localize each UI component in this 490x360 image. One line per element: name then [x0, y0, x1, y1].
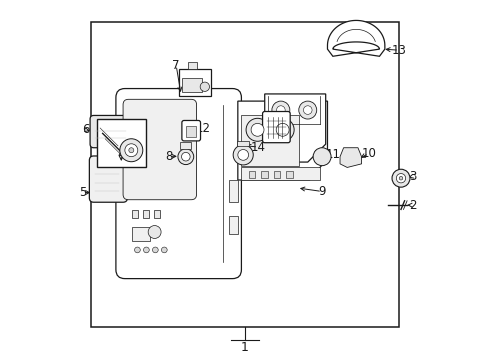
Circle shape [299, 101, 317, 119]
Bar [248, 171, 255, 178]
Text: 13: 13 [392, 44, 407, 57]
Circle shape [271, 118, 294, 141]
Bar [242, 167, 320, 180]
Circle shape [135, 247, 140, 253]
Bar [182, 78, 202, 92]
Circle shape [120, 139, 143, 162]
Circle shape [144, 247, 149, 253]
FancyBboxPatch shape [90, 116, 133, 148]
Text: 9: 9 [318, 185, 326, 198]
Bar [188, 62, 196, 69]
Circle shape [246, 118, 269, 141]
Circle shape [129, 148, 134, 153]
Text: 1: 1 [241, 341, 249, 354]
FancyBboxPatch shape [123, 99, 196, 200]
Text: 7: 7 [172, 59, 180, 72]
Circle shape [396, 174, 406, 183]
Bar [143, 210, 149, 218]
Polygon shape [265, 94, 326, 162]
Circle shape [313, 148, 331, 166]
FancyBboxPatch shape [116, 89, 242, 279]
Bar [97, 119, 146, 167]
Bar [179, 69, 211, 96]
Text: 6: 6 [82, 123, 89, 136]
Bar [91, 22, 399, 327]
Text: 8: 8 [165, 150, 172, 163]
Bar [132, 226, 150, 241]
Polygon shape [340, 148, 362, 167]
Bar [274, 171, 280, 178]
Circle shape [125, 144, 138, 157]
Bar [132, 210, 139, 218]
Bar [153, 210, 160, 218]
Polygon shape [238, 101, 327, 180]
Circle shape [233, 145, 253, 165]
FancyBboxPatch shape [263, 112, 290, 143]
Bar [229, 180, 238, 202]
Text: 12: 12 [195, 122, 210, 135]
Circle shape [251, 123, 264, 136]
FancyBboxPatch shape [89, 156, 127, 202]
Bar [186, 126, 196, 136]
Circle shape [392, 169, 410, 187]
Circle shape [276, 106, 285, 114]
Text: 4: 4 [118, 148, 125, 161]
Bar [261, 171, 268, 178]
FancyBboxPatch shape [182, 121, 200, 141]
Bar [315, 149, 329, 160]
Bar [242, 116, 299, 166]
Bar [229, 216, 238, 234]
Circle shape [276, 123, 289, 136]
Text: 5: 5 [79, 186, 86, 199]
Circle shape [161, 247, 167, 253]
Text: 2: 2 [409, 199, 416, 212]
Text: 10: 10 [361, 147, 376, 160]
Text: 15: 15 [276, 122, 291, 135]
Circle shape [181, 152, 190, 161]
Text: 14: 14 [251, 140, 266, 153]
Bar [237, 140, 249, 146]
Circle shape [152, 247, 158, 253]
Polygon shape [327, 21, 385, 56]
Circle shape [178, 149, 194, 165]
Circle shape [238, 149, 248, 160]
Circle shape [272, 101, 290, 119]
Text: 3: 3 [409, 170, 416, 183]
Circle shape [399, 176, 403, 180]
Bar [286, 171, 293, 178]
Text: 11: 11 [325, 148, 341, 161]
Bar [180, 142, 191, 149]
Circle shape [200, 82, 210, 91]
Circle shape [148, 226, 161, 238]
Circle shape [303, 106, 312, 114]
